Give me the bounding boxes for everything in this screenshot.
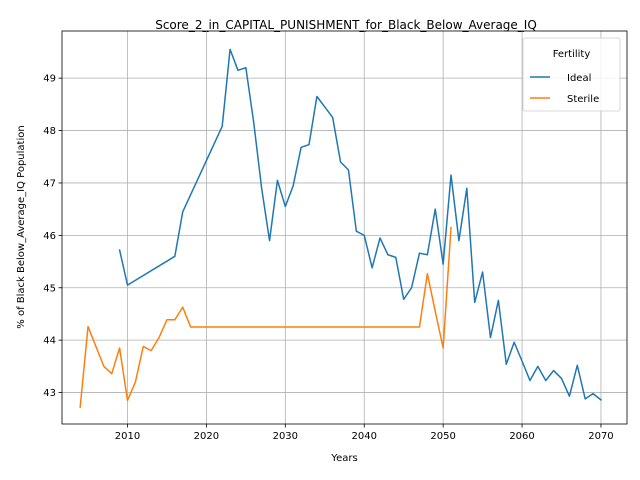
y-tick-label: 43 — [43, 388, 56, 399]
series-line-ideal — [118, 48, 603, 401]
x-tick-label: 2060 — [509, 431, 534, 442]
y-tick-label: 48 — [43, 126, 56, 137]
y-tick-label: 45 — [43, 283, 56, 294]
series-line-sterile — [79, 226, 452, 409]
x-axis-label: Years — [330, 453, 357, 464]
y-tick-label: 44 — [43, 336, 56, 347]
x-tick-label: 2030 — [273, 431, 298, 442]
x-tick-label: 2050 — [430, 431, 455, 442]
x-tick-label: 2040 — [352, 431, 377, 442]
axes-frame — [61, 30, 628, 425]
tick-layer: 2010 2020 2030 2040 2050 2060 2070 43 44 45 46 47 48… — [43, 74, 613, 442]
x-tick-label: 2070 — [588, 431, 613, 442]
legend-title: Fertility — [553, 49, 591, 60]
legend-label-sterile: Sterile — [567, 94, 599, 105]
legend-box — [522, 37, 621, 112]
chart-title: Score_2_in_CAPITAL_PUNISHMENT_for_Black_… — [155, 18, 537, 32]
series-layer — [79, 48, 603, 409]
x-tick-label: 2010 — [115, 431, 140, 442]
x-tick-label: 2020 — [194, 431, 219, 442]
legend: Fertility Ideal Sterile — [522, 37, 621, 112]
y-tick-label: 49 — [43, 74, 56, 85]
y-tick-label: 47 — [43, 178, 56, 189]
y-axis-label: % of Black Below_Average_IQ Population — [16, 125, 27, 328]
y-tick-label: 46 — [43, 231, 56, 242]
legend-label-ideal: Ideal — [567, 73, 591, 84]
